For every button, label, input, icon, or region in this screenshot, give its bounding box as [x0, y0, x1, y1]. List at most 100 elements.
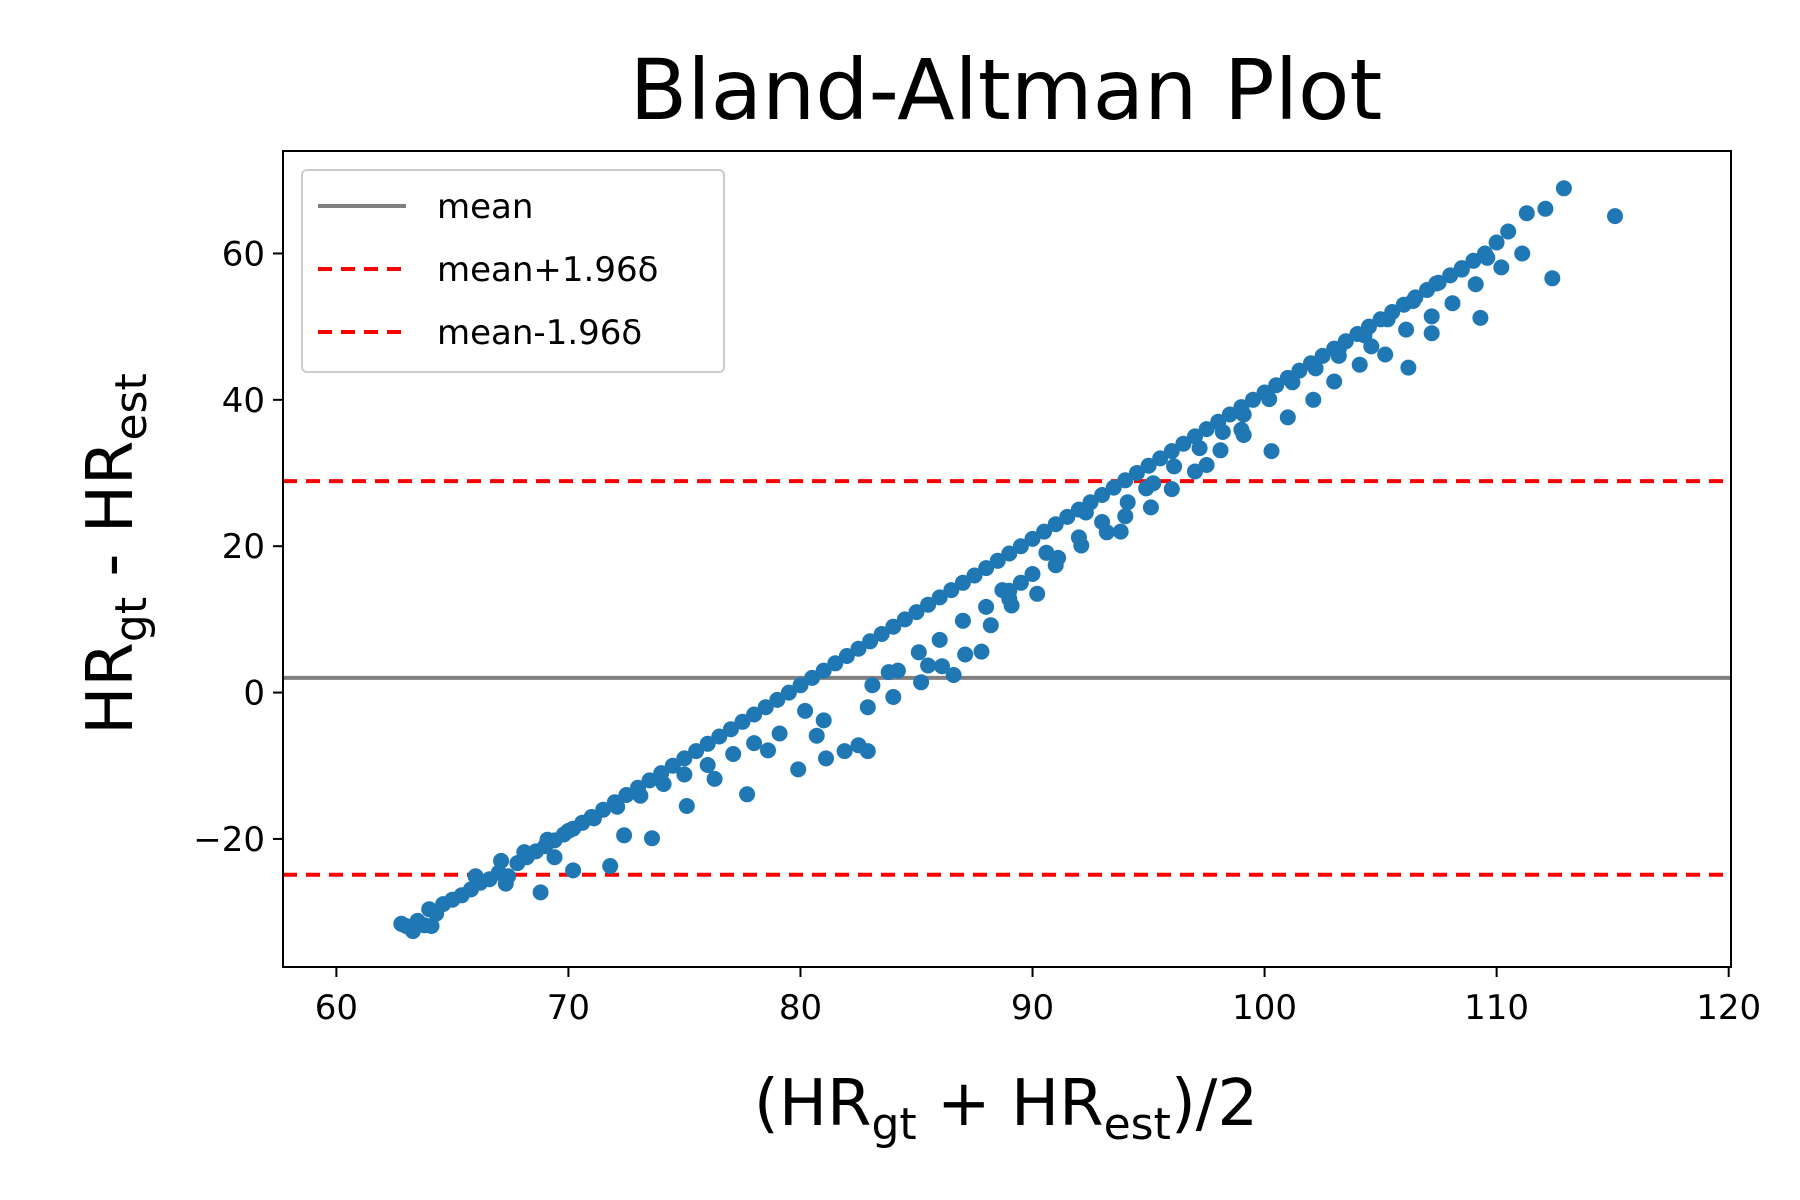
scatter-point	[1518, 205, 1535, 222]
scatter-point	[1514, 245, 1531, 262]
scatter-point	[1059, 508, 1076, 525]
scatter-point	[532, 884, 549, 901]
x-axis-ticks: 60 70 80 90 100 110 120	[315, 967, 1761, 1028]
scatter-point	[1261, 391, 1278, 408]
scatter-point	[790, 761, 807, 778]
y-axis-label-mid: - HR	[74, 441, 148, 597]
scatter-point	[978, 598, 995, 615]
scatter-point	[943, 582, 960, 599]
scatter-point	[746, 735, 763, 752]
scatter-point	[850, 737, 867, 754]
scatter-point	[1012, 538, 1029, 555]
x-axis-label-sub-gt: gt	[871, 1099, 916, 1150]
chart-title: Bland-Altman Plot	[630, 41, 1383, 139]
y-tick-label: −20	[193, 820, 265, 860]
scatter-point	[1077, 504, 1094, 521]
scatter-point	[497, 875, 514, 892]
scatter-point	[632, 787, 649, 804]
scatter-point	[757, 699, 774, 716]
scatter-point	[808, 727, 825, 744]
scatter-point	[655, 776, 672, 792]
scatter-point	[957, 646, 974, 663]
scatter-point	[954, 574, 971, 591]
scatter-point	[836, 743, 853, 760]
scatter-point	[864, 677, 881, 694]
scatter-point	[1423, 325, 1440, 342]
scatter-point	[1050, 549, 1067, 566]
plot-frame	[282, 150, 1732, 968]
x-axis-label: (HRgt + HRest)/2	[754, 1067, 1258, 1150]
scatter-point	[850, 640, 867, 657]
scatter-point	[1314, 347, 1331, 364]
scatter-point	[885, 689, 902, 705]
scatter-point	[1263, 443, 1280, 460]
scatter-point	[889, 662, 906, 679]
scatter-point	[771, 725, 788, 742]
scatter-point	[1467, 276, 1484, 293]
reference-lines	[283, 479, 1731, 877]
scatter-point	[1191, 440, 1208, 457]
y-axis-label-sub-gt: gt	[106, 597, 157, 642]
scatter-point	[618, 787, 635, 803]
scatter-point	[973, 643, 990, 660]
scatter-point	[1377, 346, 1394, 363]
scatter-point	[676, 766, 693, 783]
scatter-point	[722, 721, 739, 738]
scatter-point	[1500, 223, 1517, 240]
scatter-point	[815, 712, 832, 729]
scatter-point	[769, 691, 786, 708]
scatter-point	[1175, 435, 1192, 452]
scatter-point	[1555, 180, 1572, 197]
scatter-point	[1472, 309, 1489, 326]
scatter-point	[1212, 442, 1229, 459]
scatter-point	[1001, 582, 1018, 599]
scatter-point	[676, 750, 693, 767]
scatter-point	[1305, 391, 1322, 408]
legend-label: mean+1.96δ	[437, 250, 658, 290]
scatter-point	[1398, 321, 1415, 338]
scatter-point	[1105, 479, 1122, 496]
scatter-point	[1607, 208, 1623, 225]
scatter-point	[804, 669, 821, 686]
scatter-point	[966, 567, 983, 584]
scatter-point	[1012, 574, 1029, 591]
scatter-point	[699, 757, 716, 773]
scatter-point	[516, 844, 533, 861]
scatter-point	[908, 604, 925, 621]
scatter-points	[393, 180, 1623, 940]
scatter-point	[616, 827, 633, 844]
scatter-point	[1140, 457, 1157, 474]
x-tick-label: 100	[1232, 988, 1297, 1028]
scatter-point	[644, 830, 660, 847]
scatter-point	[565, 862, 582, 879]
scatter-point	[546, 849, 563, 866]
legend: mean mean+1.96δ mean-1.96δ	[301, 169, 725, 373]
scatter-point	[699, 735, 716, 752]
scatter-point	[1163, 443, 1180, 460]
scatter-point	[746, 706, 763, 723]
scatter-point	[641, 772, 658, 789]
scatter-point	[1544, 270, 1561, 287]
scatter-point	[1163, 481, 1180, 498]
scatter-point	[1307, 360, 1324, 377]
scatter-point	[1453, 261, 1470, 278]
scatter-point	[978, 560, 995, 577]
scatter-point	[885, 618, 902, 635]
scatter-point	[913, 674, 930, 691]
scatter-point	[678, 798, 695, 814]
scatter-point	[982, 617, 999, 634]
scatter-point	[1117, 508, 1134, 525]
x-tick-label: 80	[779, 988, 822, 1028]
scatter-point	[1001, 545, 1018, 562]
x-tick-label: 90	[1011, 988, 1054, 1028]
scatter-point	[1356, 327, 1373, 344]
x-tick-label: 110	[1464, 988, 1529, 1028]
scatter-point	[706, 770, 723, 787]
scatter-point	[739, 786, 756, 803]
y-tick-label: 60	[222, 234, 265, 274]
x-axis-label-mid: + HR	[917, 1067, 1104, 1141]
scatter-point	[1128, 465, 1145, 481]
y-axis-ticks: −20 0 20 40 60	[193, 234, 283, 860]
scatter-point	[1145, 475, 1162, 492]
